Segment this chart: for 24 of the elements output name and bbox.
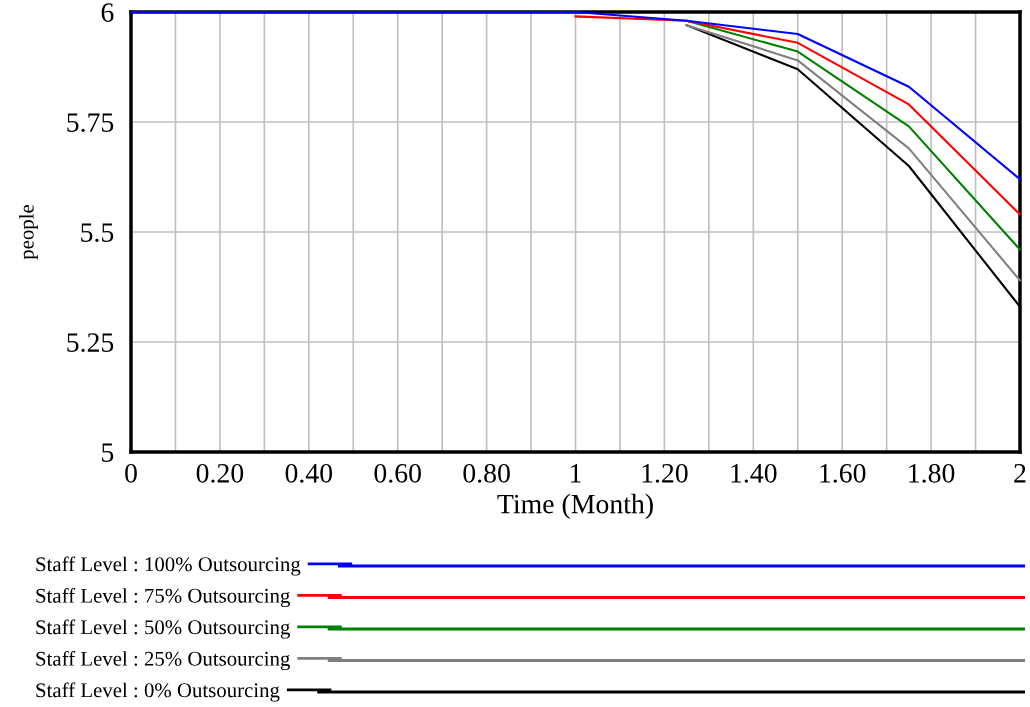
x-tick-label: 0 xyxy=(125,463,137,483)
legend-label: Staff Level : 100% Outsourcing xyxy=(36,556,301,576)
y-tick-label: 6 xyxy=(101,3,114,22)
x-tick-label: 1.60 xyxy=(820,463,866,483)
x-axis-title: Time (Month) xyxy=(497,493,653,520)
legend-label: Staff Level : 0% Outsourcing xyxy=(36,682,280,702)
x-tick-label: 1.20 xyxy=(642,463,688,483)
x-tick-label: 1.80 xyxy=(909,463,955,483)
x-tick-label: 0.40 xyxy=(285,463,333,483)
x-tick-label: 1.40 xyxy=(731,463,777,483)
y-tick-label: 5.5 xyxy=(81,223,114,243)
y-axis-title: people xyxy=(19,204,38,260)
x-tick-label: 1 xyxy=(571,464,581,483)
legend-label: Staff Level : 25% Outsourcing xyxy=(36,650,290,671)
x-tick-label: 2 xyxy=(1014,463,1026,483)
x-tick-label: 0.80 xyxy=(463,463,510,483)
legend-label: Staff Level : 75% Outsourcing xyxy=(36,587,290,608)
line-series xyxy=(574,15,1022,216)
legend-label: Staff Level : 50% Outsourcing xyxy=(36,619,290,639)
x-tick-label: 0.20 xyxy=(196,463,244,483)
y-tick-label: 5.25 xyxy=(67,333,114,353)
y-tick-label: 5.75 xyxy=(67,113,114,133)
y-tick-label: 5 xyxy=(102,443,114,462)
x-tick-label: 0.60 xyxy=(374,463,421,483)
